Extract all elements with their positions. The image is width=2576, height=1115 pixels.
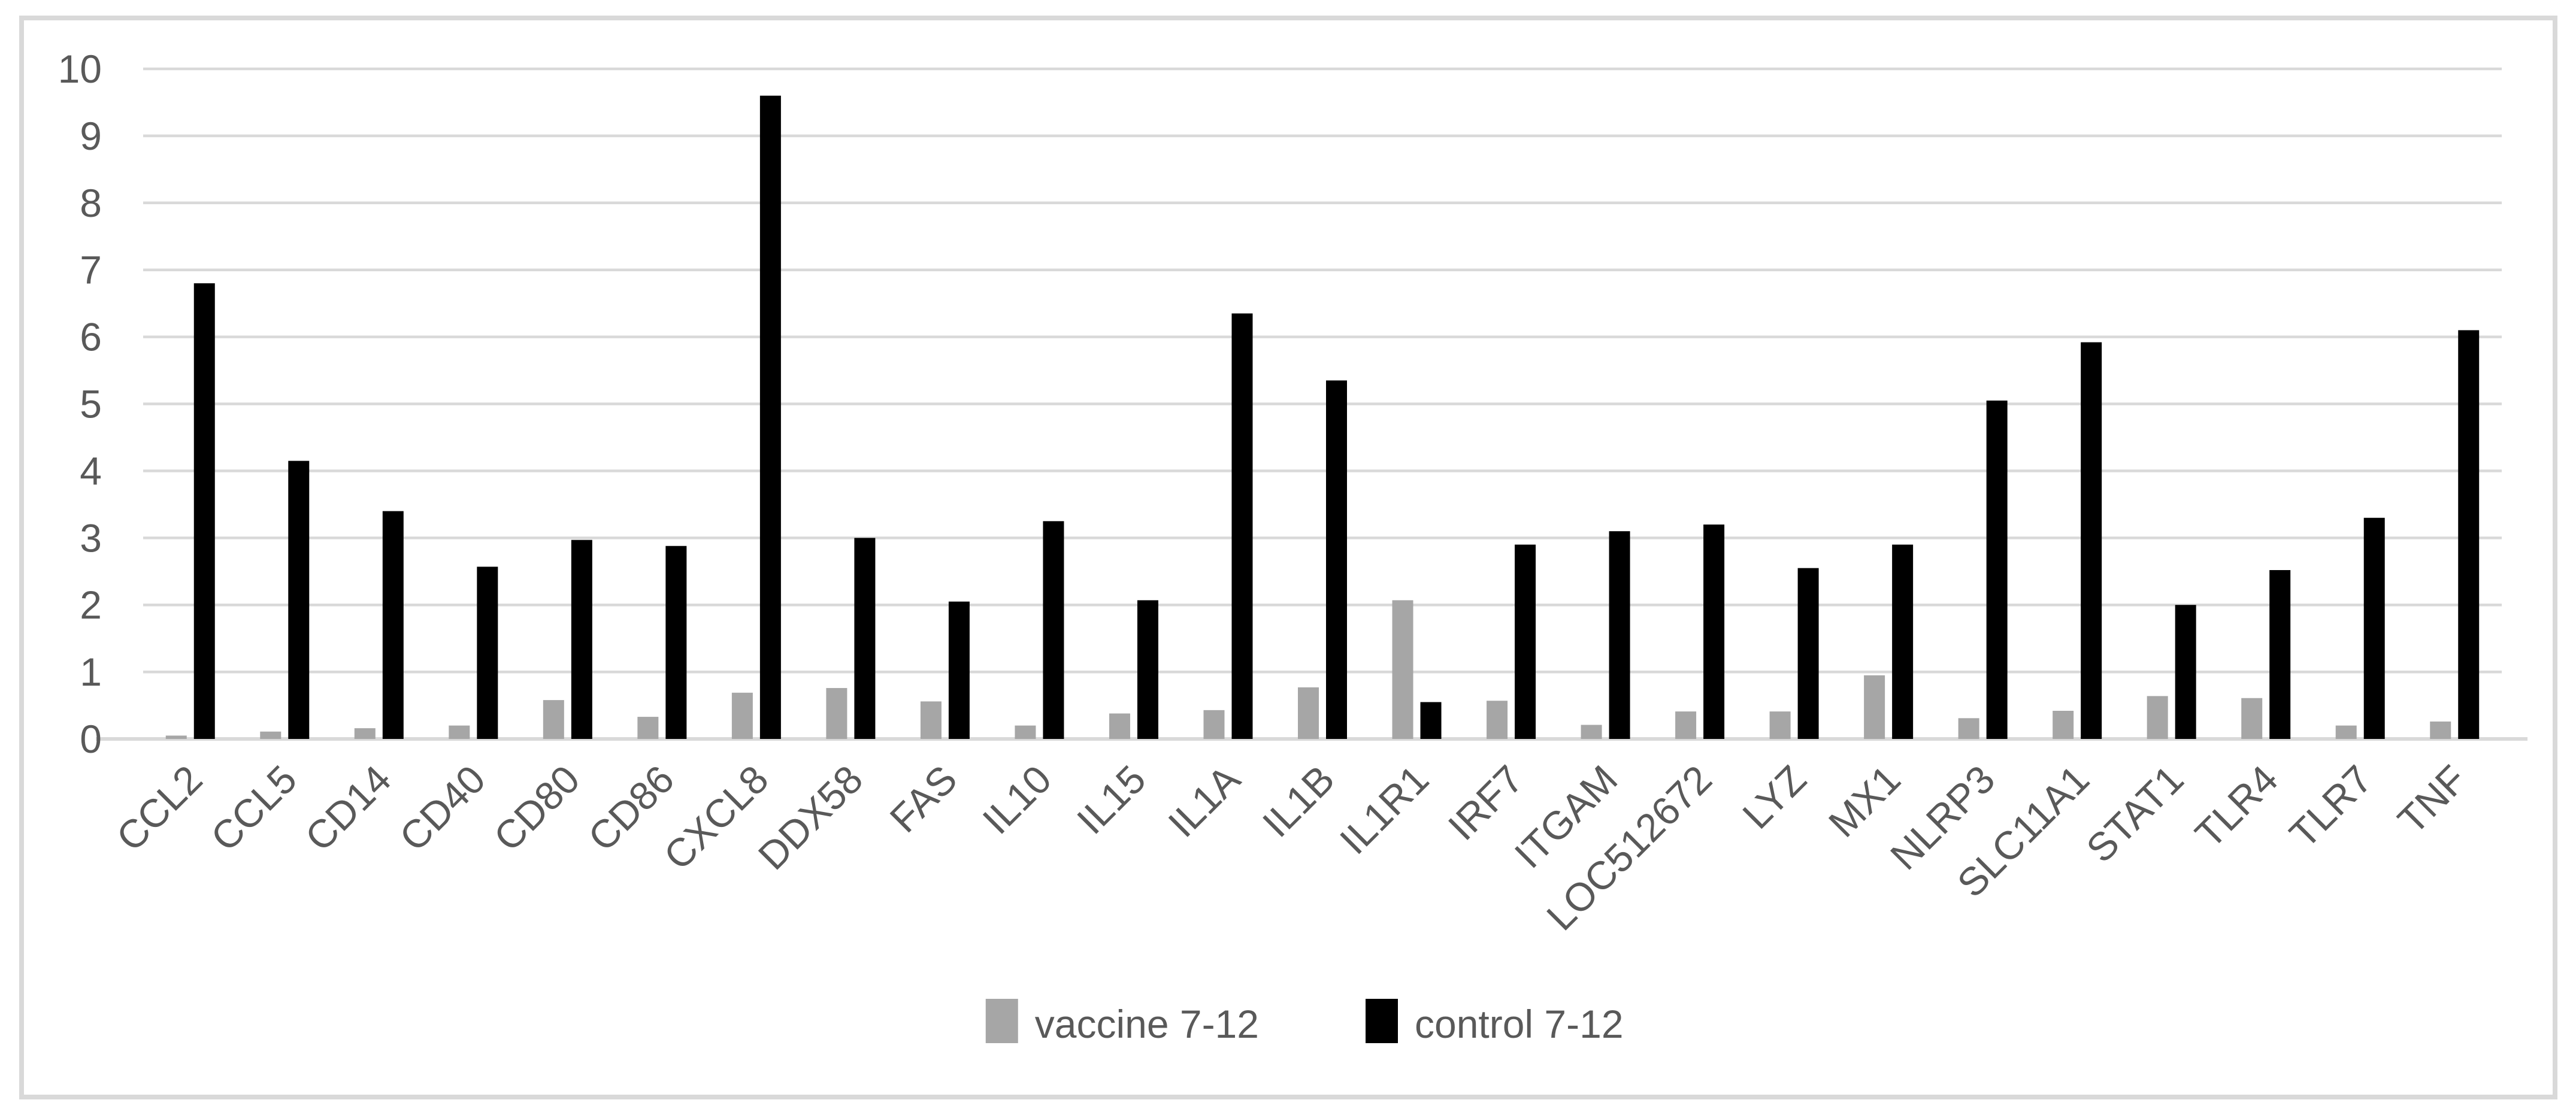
y-tick-label-5: 5 bbox=[80, 382, 102, 426]
bar-vaccine-IL1R1 bbox=[1392, 600, 1413, 739]
bar-control-NLRP3 bbox=[1986, 400, 2008, 739]
bar-vaccine-IL1A bbox=[1203, 710, 1225, 739]
y-tick-label-10: 10 bbox=[58, 47, 102, 91]
bar-vaccine-FAS bbox=[920, 701, 942, 739]
legend-label-vaccine: vaccine 7-12 bbox=[1035, 1002, 1259, 1046]
bar-vaccine-MX1 bbox=[1864, 675, 1885, 739]
bar-vaccine-IL10 bbox=[1015, 725, 1036, 739]
bar-vaccine-IRF7 bbox=[1487, 701, 1508, 739]
y-tick-label-1: 1 bbox=[80, 650, 102, 694]
y-tick-label-8: 8 bbox=[80, 181, 102, 225]
bar-control-LYZ bbox=[1797, 568, 1819, 739]
bar-vaccine-DDX58 bbox=[826, 687, 847, 739]
bar-vaccine-CXCL8 bbox=[731, 692, 753, 739]
bar-control-CCL5 bbox=[288, 460, 310, 739]
y-tick-label-9: 9 bbox=[80, 114, 102, 158]
bar-vaccine-LOC512672 bbox=[1675, 711, 1697, 739]
bar-control-DDX58 bbox=[854, 538, 876, 739]
legend-label-control: control 7-12 bbox=[1415, 1002, 1624, 1046]
bar-control-TLR7 bbox=[2363, 517, 2385, 739]
bar-control-STAT1 bbox=[2175, 605, 2196, 739]
y-tick-label-3: 3 bbox=[80, 516, 102, 560]
bar-control-TNF bbox=[2458, 330, 2480, 739]
bar-vaccine-CD80 bbox=[543, 700, 564, 739]
legend: vaccine 7-12 control 7-12 bbox=[985, 999, 1624, 1046]
bar-control-TLR4 bbox=[2269, 570, 2291, 739]
bar-control-IRF7 bbox=[1515, 544, 1536, 739]
y-tick-label-2: 2 bbox=[80, 583, 102, 627]
bar-control-IL1B bbox=[1326, 380, 1347, 739]
bar-vaccine-TLR4 bbox=[2241, 698, 2263, 739]
bar-vaccine-CD40 bbox=[449, 725, 470, 739]
bar-control-IL15 bbox=[1137, 600, 1158, 739]
y-tick-label-6: 6 bbox=[80, 315, 102, 359]
legend-swatch-vaccine bbox=[985, 999, 1018, 1043]
bar-vaccine-TLR7 bbox=[2335, 725, 2357, 739]
figure-border bbox=[19, 16, 2557, 1099]
bar-control-IL1R1 bbox=[1420, 702, 1442, 739]
bar-vaccine-CCL2 bbox=[165, 735, 187, 739]
bar-control-CD14 bbox=[382, 511, 404, 739]
bar-vaccine-TNF bbox=[2430, 721, 2451, 739]
bar-control-MX1 bbox=[1892, 544, 1914, 739]
y-tick-label-7: 7 bbox=[80, 248, 102, 292]
bar-vaccine-CD14 bbox=[354, 728, 376, 739]
bar-control-CCL2 bbox=[193, 283, 215, 740]
bar-vaccine-SLC11A1 bbox=[2053, 711, 2074, 739]
bar-control-CXCL8 bbox=[759, 95, 781, 739]
y-tick-label-4: 4 bbox=[80, 449, 102, 493]
gridlines bbox=[143, 67, 2502, 674]
bar-vaccine-LYZ bbox=[1769, 711, 1791, 739]
bar-vaccine-ITGAM bbox=[1581, 725, 1602, 739]
bar-control-CD40 bbox=[477, 566, 498, 739]
bar-control-SLC11A1 bbox=[2081, 342, 2102, 739]
legend-swatch-control bbox=[1366, 999, 1398, 1043]
bar-vaccine-CD86 bbox=[637, 717, 659, 739]
y-tick-label-0: 0 bbox=[80, 717, 102, 761]
bar-control-CD86 bbox=[665, 546, 687, 739]
bar-vaccine-IL15 bbox=[1109, 713, 1130, 739]
bar-control-ITGAM bbox=[1609, 531, 1630, 739]
bars bbox=[165, 95, 2480, 740]
bar-vaccine-NLRP3 bbox=[1958, 718, 1979, 739]
bar-vaccine-STAT1 bbox=[2147, 696, 2168, 739]
bar-control-IL10 bbox=[1043, 521, 1064, 739]
bar-control-FAS bbox=[948, 601, 970, 739]
bar-vaccine-CCL5 bbox=[260, 731, 281, 739]
y-axis-tick-labels: 0 1 2 3 4 5 6 7 8 9 10 bbox=[58, 47, 102, 761]
bar-control-IL1A bbox=[1231, 313, 1253, 739]
bar-control-LOC512672 bbox=[1703, 524, 1725, 739]
bar-vaccine-IL1B bbox=[1298, 687, 1319, 739]
bar-control-CD80 bbox=[571, 540, 592, 739]
